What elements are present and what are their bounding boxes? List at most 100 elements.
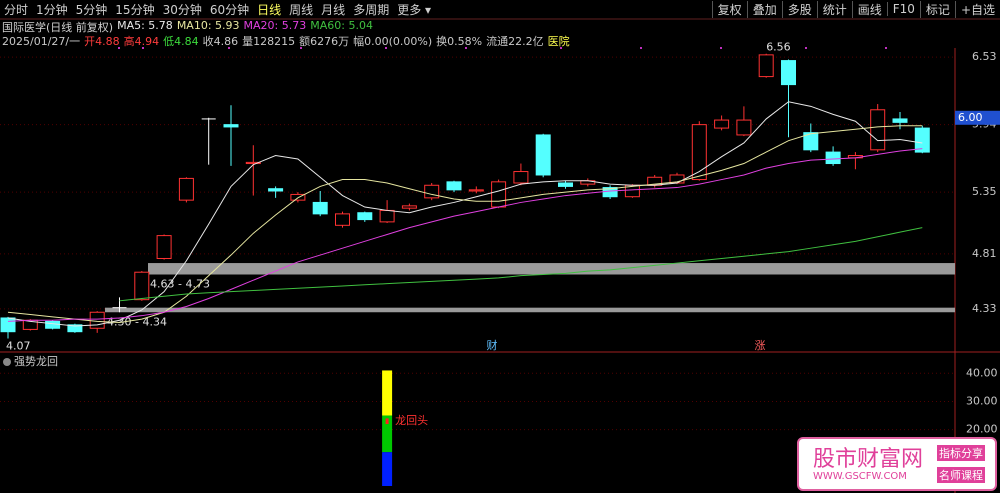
period-tab[interactable]: 多周期	[353, 2, 390, 17]
period-tab[interactable]: 周线	[289, 2, 314, 17]
ma-label: MA60: 5.04	[310, 19, 373, 32]
tool-button[interactable]: 统计	[816, 0, 852, 18]
period-tab[interactable]: 15分钟	[115, 2, 155, 17]
info-item: 换0.58%	[436, 35, 483, 48]
candle-body	[134, 271, 150, 301]
candle-body	[736, 119, 752, 136]
candle-body	[714, 119, 730, 129]
y-tick-label: 6.53	[972, 50, 997, 63]
tool-button[interactable]: +自选	[954, 0, 1000, 18]
zone-label: 4.63 - 4.73	[150, 278, 210, 291]
y-tick-label: 4.81	[972, 247, 997, 260]
candle-body	[245, 161, 261, 165]
info-item: 收4.86	[202, 35, 239, 48]
wm-tag: 指标分享	[937, 445, 985, 461]
ma-line	[7, 101, 923, 327]
period-tab[interactable]: 分时	[4, 2, 29, 17]
candle-body	[781, 60, 796, 86]
wm-name: 股市财富网	[813, 447, 924, 472]
candle-body	[446, 181, 462, 191]
y-tick-label: 4.33	[972, 302, 997, 315]
period-tab[interactable]: 更多 ▾	[397, 2, 432, 17]
indicator-bar	[382, 370, 393, 416]
watermark: 股市财富网 WWW.GSCFW.COM 指标分享 名师课程	[797, 437, 997, 491]
period-tabs: 分时 1分钟 5分钟 15分钟 30分钟 60分钟 日线 周线 月线 多周期 更多 ▾	[0, 0, 435, 18]
candle-body	[89, 311, 105, 329]
ma-row: 国际医学(日线 前复权) MA5: 5.78 MA10: 5.93 MA20: 5.7…	[2, 19, 373, 35]
period-tab[interactable]: 5分钟	[75, 2, 108, 17]
tool-button[interactable]: F10	[886, 2, 920, 16]
indicator-title: 强势龙回	[14, 355, 58, 368]
tool-buttons: 复权 叠加 多股 统计 画线 F10 标记 +自选	[711, 0, 1000, 18]
info-item: 低4.84	[163, 35, 199, 48]
candle-body	[558, 182, 573, 187]
period-tab[interactable]: 1分钟	[36, 2, 68, 17]
candle-body	[870, 109, 886, 151]
candle-body	[290, 193, 306, 201]
info-item: 高4.94	[123, 35, 160, 48]
info-item: 流通22.2亿	[486, 35, 544, 48]
y-tick-label: 5.35	[972, 185, 997, 198]
stock-name: 国际医学(日线 前复权)	[2, 21, 114, 34]
candle-body	[491, 181, 507, 208]
candle-body	[156, 235, 172, 259]
y-tick-label: 30.00	[966, 394, 998, 407]
ma-line	[7, 125, 923, 324]
candle-body	[0, 317, 16, 333]
tool-button[interactable]: 画线	[851, 0, 887, 18]
candle-body	[535, 134, 551, 176]
indicator-bar	[382, 452, 393, 486]
candle-body	[268, 188, 284, 192]
y-tick-label: 20.00	[966, 423, 998, 436]
ma-label: MA10: 5.93	[176, 19, 240, 32]
candle-body	[513, 171, 529, 184]
candle-body	[758, 54, 774, 78]
candle-body	[178, 177, 194, 201]
candle-body	[691, 124, 707, 181]
dots	[118, 47, 887, 49]
indicator-icon[interactable]	[3, 358, 11, 366]
info-item: 额6276万	[299, 35, 350, 48]
current-price-box	[955, 110, 1000, 125]
candle-body	[357, 212, 373, 221]
candle-body	[825, 151, 841, 165]
candle-body	[892, 118, 908, 123]
event-marker: 涨	[755, 339, 766, 352]
tool-button[interactable]: 叠加	[746, 0, 782, 18]
info-item: 医院	[547, 35, 570, 48]
current-price: 6.00	[958, 111, 983, 124]
info-item: 开4.88	[84, 35, 120, 48]
info-row: 2025/01/27/一 开4.88 高4.94 低4.84 收4.86 量128215 额…	[2, 33, 570, 49]
ma-label: MA5: 5.78	[117, 19, 173, 32]
info-item: 2025/01/27/一	[2, 35, 81, 48]
tool-button[interactable]: 多股	[781, 0, 817, 18]
indicator-bar	[382, 415, 393, 453]
period-tab[interactable]: 月线	[321, 2, 346, 17]
candle-body	[803, 132, 819, 151]
ma-label: MA20: 5.73	[243, 19, 307, 32]
candle-body	[312, 201, 328, 215]
signal-label: 龙回头	[395, 414, 428, 427]
period-tab[interactable]: 日线	[257, 2, 282, 17]
candle-body	[379, 209, 395, 223]
wm-tag: 名师课程	[937, 467, 985, 483]
candle-body	[914, 127, 930, 153]
candle-body	[223, 124, 239, 128]
zone	[148, 263, 955, 275]
price-note: 4.07	[6, 340, 31, 353]
info-item: 量128215	[242, 35, 296, 48]
info-item: 幅0.00(0.00%)	[353, 35, 433, 48]
candle-body	[401, 205, 417, 209]
period-tab[interactable]: 60分钟	[209, 2, 250, 17]
candle-body	[45, 320, 61, 329]
tool-button[interactable]: 复权	[711, 0, 747, 18]
candle-body	[335, 213, 350, 226]
period-tab[interactable]: 30分钟	[162, 2, 202, 17]
event-marker: 财	[487, 338, 498, 352]
price-note: 6.56	[766, 41, 791, 54]
candle-body	[468, 189, 484, 192]
tool-button[interactable]: 标记	[919, 0, 955, 18]
wm-url: WWW.GSCFW.COM	[813, 471, 907, 482]
